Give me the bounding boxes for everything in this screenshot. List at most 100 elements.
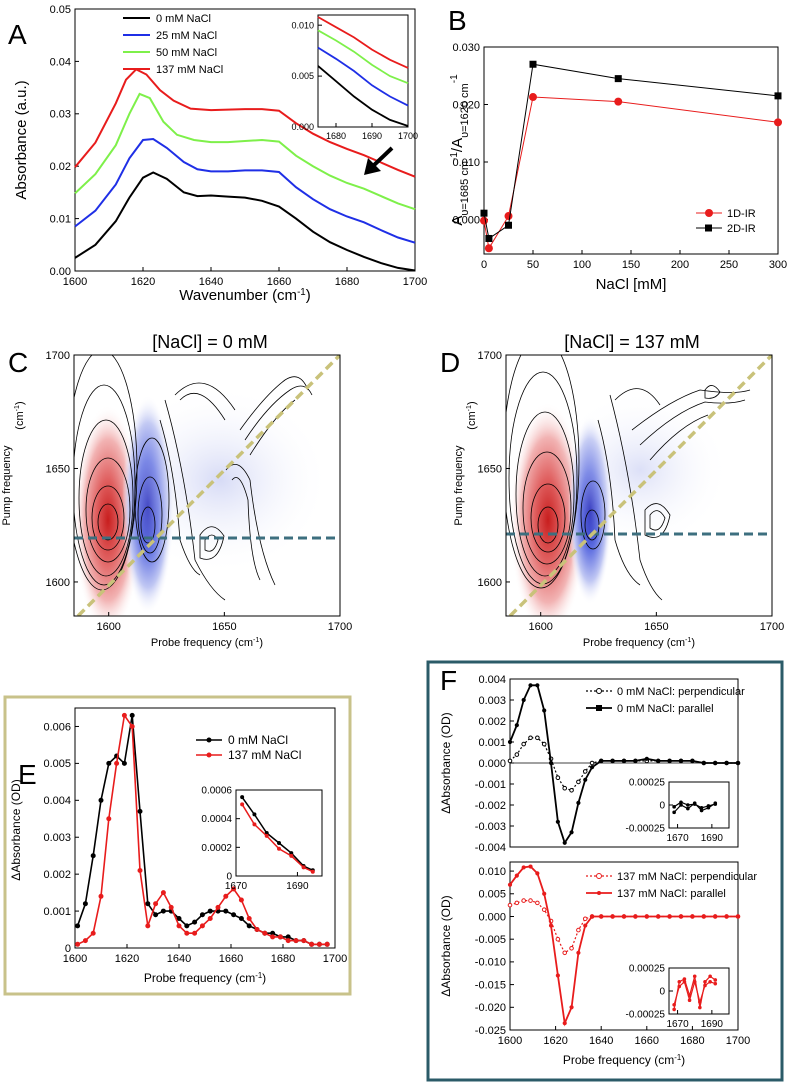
panel-a-y-tick-label: 0.00 — [50, 266, 71, 278]
panel-f-bottom-marker — [541, 907, 547, 912]
panel-a-axes-frame — [74, 8, 416, 272]
panel-b-legend-marker — [705, 224, 712, 232]
panel-a-inset-y-tick-label: 0.005 — [291, 71, 314, 81]
panel-f-bottom-inset-marker — [698, 1005, 702, 1010]
panel-e-marker — [277, 934, 283, 940]
panel-f-bottom-inset-marker — [698, 1000, 702, 1004]
axesC-y-tick-label: 1650 — [46, 463, 70, 475]
panel-f-bottom-inset-marker — [677, 980, 682, 984]
panel-e-inset-marker — [289, 853, 294, 858]
panel-b-y-label: Aυ=1685 cm-1/Aυ=1620 cm-1 — [449, 74, 472, 226]
panel-f-top-y-tick-label: 0.003 — [478, 695, 506, 707]
panel-e-marker — [246, 915, 252, 921]
panel-f-bottom-marker — [576, 927, 581, 933]
panel-e-marker — [199, 923, 205, 929]
panel-e-marker — [246, 923, 252, 929]
panel-f-bottom-inset-x-tick-label: 1670 — [666, 1019, 689, 1030]
panel-e-frame — [3, 695, 352, 996]
panel-e-marker — [153, 912, 159, 918]
panel-f-bottom-marker — [735, 914, 741, 919]
panel-d-title: [NaCl] = 137 mM — [564, 332, 700, 352]
panel-f-top-y-tick-label: 0.001 — [478, 737, 506, 749]
panel-b-x-label: NaCl [mM] — [596, 276, 667, 293]
panel-e-x-label: Probe frequency (cm-1) — [144, 971, 266, 986]
panel-f-top-y-tick-label: 0.000 — [478, 758, 506, 770]
panel-f-top-marker — [562, 840, 567, 845]
panel-f-top-inset-marker — [686, 806, 690, 811]
panel-f-bottom-inset-y-tick-label: 0.00025 — [629, 964, 666, 975]
panel-d-contours — [506, 355, 751, 601]
panel-e-marker — [192, 919, 198, 925]
panel-e-marker — [301, 938, 307, 944]
panel-b-y-tick-label: 0.020 — [452, 99, 480, 111]
panel-e-marker — [207, 915, 213, 921]
panel-f-bottom-inset-marker — [682, 977, 687, 981]
panel-f-top-marker — [521, 741, 526, 747]
panel-f-bottom-x-tick-label: 1600 — [498, 1035, 522, 1047]
panel-d-blue-shoulder — [550, 390, 730, 550]
panel-b-x-tick-label: 100 — [573, 259, 591, 271]
panel-a-series-line — [74, 68, 416, 178]
panel-e-y-label: ΔAbsorbance (OD) — [9, 779, 23, 880]
panel-e-marker — [176, 923, 182, 929]
panel-c-diagonal — [76, 355, 340, 616]
axesD-y-tick-label: 1600 — [478, 577, 502, 589]
panel-f-bottom-inset-marker — [672, 1007, 676, 1012]
panel-f-top-marker — [555, 819, 560, 824]
panel-e-marker — [98, 797, 104, 803]
panel-letter-e: E — [18, 759, 37, 790]
panel-f-top-marker — [701, 760, 706, 766]
panel-e-marker — [231, 912, 237, 918]
panel-a-x-tick-label: 1600 — [63, 276, 87, 288]
panel-f-top-inset-marker — [699, 805, 704, 810]
panel-e-marker — [121, 760, 127, 766]
panel-f-bottom-x-label: Probe frequency (cm-1) — [563, 1053, 685, 1068]
panel-e-inset-line — [241, 796, 314, 871]
panel-f-top-inset-marker — [706, 804, 711, 808]
panel-e-marker — [114, 760, 120, 766]
panel-f-bottom-marker — [521, 898, 526, 903]
panel-f-top-marker — [507, 739, 513, 745]
panel-a-series-line — [74, 92, 416, 211]
panel-f-top-marker — [562, 785, 568, 791]
panel-e-y-tick-label: 0.003 — [43, 832, 71, 844]
panel-e-marker — [90, 930, 96, 936]
panel-f-top-marker — [589, 760, 595, 766]
panel-f-top-marker — [599, 758, 604, 764]
panel-e-marker — [145, 901, 151, 907]
panel-e-marker — [223, 908, 229, 914]
panel-a-inset-y-tick-label: 0.000 — [291, 122, 314, 132]
panel-e-marker — [207, 908, 213, 914]
panel-e-marker — [199, 912, 205, 918]
panel-f-top-marker — [633, 758, 638, 764]
panel-f-bottom-marker — [507, 882, 513, 887]
panel-b-y-tick-label: 0.010 — [452, 157, 480, 169]
panel-f-bottom-marker — [599, 914, 604, 919]
panel-b-legend-label: 2D-IR — [727, 223, 756, 235]
panel-f-top-marker — [507, 758, 513, 764]
panel-a-inset-axes-frame — [317, 14, 409, 128]
panel-e-inset-y-tick-label: 0.0002 — [201, 843, 232, 854]
axesC-x-tick-label: 1650 — [212, 621, 236, 633]
panel-e-marker — [285, 938, 291, 944]
panel-e-marker — [231, 886, 237, 892]
panel-f-top-marker — [583, 777, 588, 782]
axesC-x-label: Probe frequency (cm-1) — [151, 636, 263, 649]
panel-e-marker — [215, 904, 221, 910]
panel-f-bottom-inset-marker — [687, 998, 692, 1003]
panel-a-x-tick-label: 1620 — [131, 276, 155, 288]
panel-d: [NaCl] = 137 mM — [453, 332, 784, 649]
panel-f-bottom-marker — [633, 914, 638, 919]
panel-f-bottom-marker — [542, 891, 547, 896]
panel-e-x-tick-label: 1620 — [115, 953, 139, 965]
panel-e-inset-marker — [252, 812, 257, 817]
panel-e-y-tick-label: 0 — [65, 943, 71, 955]
panel-f-top-inset-marker — [679, 800, 683, 805]
panel-b-x-tick-label: 200 — [671, 259, 689, 271]
panel-b-marker-square — [774, 92, 782, 100]
panel-a-arrow-shaft — [370, 146, 394, 169]
panel-e-marker — [98, 893, 104, 899]
panel-e-x-tick-label: 1640 — [167, 953, 191, 965]
panel-f-top-inset-marker — [686, 803, 690, 807]
panel-f-top-marker — [569, 830, 574, 835]
